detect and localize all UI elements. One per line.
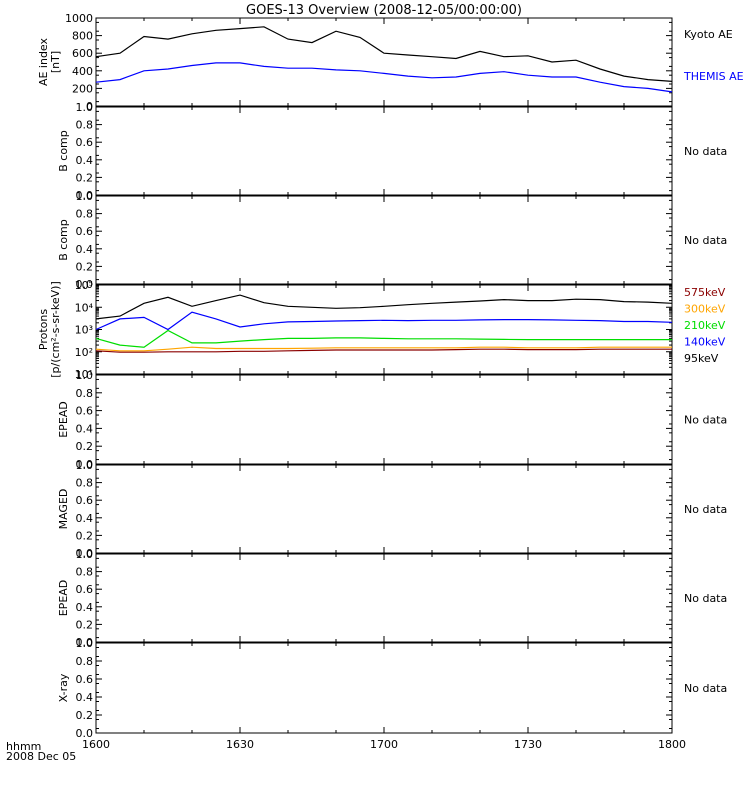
y-tick-label: 0.8 [76,477,94,490]
y-tick-label: 1.0 [76,101,94,114]
panel-frame [95,195,673,285]
y-tick-label: 0.4 [76,243,94,256]
panel-frame [95,642,673,734]
series-line [95,62,673,93]
legend-label: 575keV [684,286,726,299]
legend-label: THEMIS AE [683,70,744,83]
y-axis-label: B comp [57,219,70,261]
footer-time-label: hhmm [6,740,41,753]
y-tick-label: 200 [72,82,93,95]
y-tick-label: 0.4 [76,691,94,704]
legend-label: Kyoto AE [684,28,733,41]
x-tick-label: 1730 [514,738,542,751]
legend-label: 210keV [684,319,726,332]
panel-frame [95,17,673,107]
y-tick-label: 1.0 [76,190,94,203]
series-line [95,311,673,331]
x-tick-label: 1800 [658,738,686,751]
y-axis-label: Protons [37,309,50,350]
y-axis-label: AE index [37,37,50,86]
y-tick-label: 0.4 [76,154,94,167]
y-tick-label: 0.8 [76,208,94,221]
footer-date-label: 2008 Dec 05 [6,750,76,763]
panels: 0 200 400 600 800 1000 AE index [nT] Kyoto AE THE… [37,12,744,751]
panel-frame [95,284,673,375]
y-tick-label: 10⁴ [75,301,94,314]
y-tick-label: 0.0 [76,636,94,649]
no-data-label: No data [684,414,727,427]
panel-frame [95,553,673,643]
y-tick-label: 0.6 [76,494,94,507]
y-tick-label: 0.2 [76,440,94,453]
y-tick-label: 0.6 [76,225,94,238]
legend-label: 300keV [684,303,726,316]
chart-title: GOES-13 Overview (2008-12-05/00:00:00) [246,3,522,18]
y-tick-label: 600 [72,47,93,60]
y-tick-label: 0.8 [76,119,94,132]
y-tick-label: 0.6 [76,583,94,596]
series-line [95,348,672,353]
series-line [95,26,673,82]
y-tick-label: 0.8 [76,387,94,400]
y-tick-label: 10⁵ [75,279,93,292]
y-tick-label: 1.0 [76,369,94,382]
series-line [95,294,673,320]
panel-frame [95,106,673,196]
legend-label: 140keV [684,336,726,349]
legend-label: 95keV [684,352,719,365]
y-tick-label: 0.8 [76,566,94,579]
y-tick-label: 0.0 [76,189,94,202]
y-tick-label: 1.0 [76,459,94,472]
y-tick-label: 1.0 [76,548,94,561]
y-tick-label: 0.6 [76,405,94,418]
y-tick-label: 0.2 [76,529,94,542]
y-tick-label: 1.0 [76,637,94,650]
y-tick-label: 0.0 [76,458,94,471]
y-tick-label: 10¹ [75,368,93,381]
no-data-label: No data [684,592,727,605]
panel-frame [95,374,673,465]
x-tick-label: 1700 [370,738,398,751]
y-tick-label: 0.0 [76,547,94,560]
no-data-label: No data [684,503,727,516]
y-axis-label: X-ray [57,673,70,702]
y-tick-label: 0.0 [76,278,94,291]
y-tick-label: 0.4 [76,512,94,525]
y-tick-label: 10³ [75,324,93,337]
x-tick-label: 1600 [82,738,110,751]
y-tick-label: 800 [72,30,93,43]
y-axis-label: MAGED [57,489,70,530]
x-tick-label: 1630 [226,738,254,751]
no-data-label: No data [684,234,727,247]
y-tick-label: 0.4 [76,601,94,614]
y-axis-label: [nT] [49,51,62,73]
y-tick-label: 0 [86,100,93,113]
y-tick-label: 10² [75,346,93,359]
y-tick-label: 0.2 [76,709,94,722]
y-axis-label: EPEAD [57,401,70,438]
y-tick-label: 0.2 [76,171,94,184]
y-tick-label: 0.4 [76,422,94,435]
no-data-label: No data [684,682,727,695]
y-tick-label: 0.6 [76,136,94,149]
no-data-label: No data [684,145,727,158]
y-tick-label: 0.0 [76,727,94,740]
y-tick-label: 1000 [65,12,93,25]
y-tick-label: 0.2 [76,260,94,273]
y-tick-label: 0.8 [76,655,94,668]
series-line [95,346,672,352]
series-line [95,329,672,348]
panel-frame [95,464,673,554]
y-tick-label: 0.2 [76,618,94,631]
y-axis-label: [p/(cm²-s-sr-keV)] [49,281,62,378]
y-axis-label: B comp [57,130,70,172]
y-tick-label: 400 [72,65,93,78]
y-axis-label: EPEAD [57,580,70,617]
y-tick-label: 0.6 [76,673,94,686]
